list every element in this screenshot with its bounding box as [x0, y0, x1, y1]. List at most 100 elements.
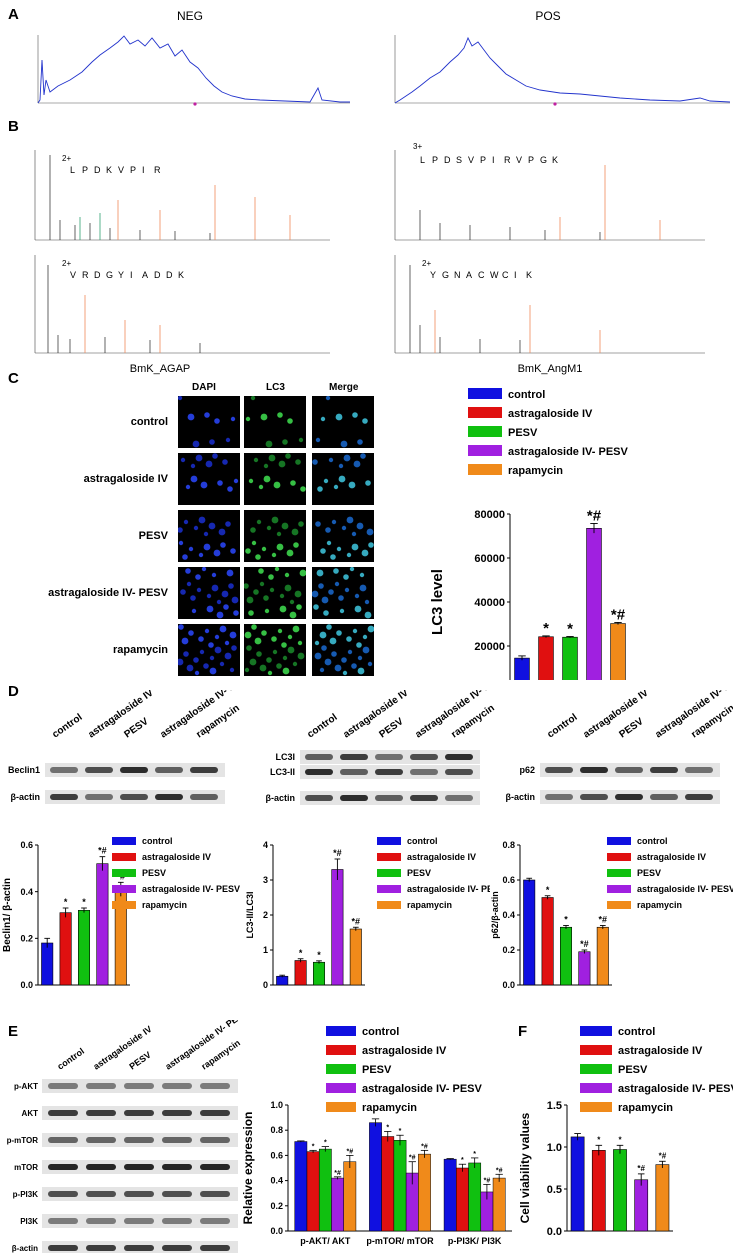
legend-swatch — [580, 1083, 612, 1093]
sequence-residue: V — [468, 155, 474, 165]
blot-band — [200, 1083, 230, 1089]
y-tick-label: 0.8 — [502, 840, 515, 850]
significance-label: *# — [409, 1155, 416, 1162]
sequence-residue: D — [154, 270, 161, 280]
bar — [343, 1161, 357, 1232]
sequence-residue: N — [454, 270, 461, 280]
bar — [77, 910, 91, 986]
sequence-residue: I — [492, 155, 495, 165]
blot-band — [162, 1245, 192, 1251]
blot-band — [86, 1164, 116, 1170]
legend-label: control — [637, 836, 668, 846]
legend-swatch — [580, 1026, 612, 1036]
sequence-residue: D — [94, 165, 101, 175]
significance-label: * — [324, 1140, 327, 1147]
legend-swatch — [607, 901, 631, 909]
significance-label: *# — [496, 1167, 503, 1174]
chart-e-relative-expression: control astragaloside IV PESV astragaloside… — [241, 1026, 512, 1246]
significance-label: *# — [637, 1164, 645, 1173]
blot-band — [86, 1110, 116, 1116]
legend-label: astragaloside IV- PESV — [362, 1083, 482, 1095]
blot-band — [580, 794, 608, 800]
blot-band — [340, 795, 368, 801]
significance-label: * — [82, 897, 86, 907]
blot-band — [85, 767, 113, 773]
significance-label: * — [543, 620, 549, 637]
sequence-residue: A — [466, 270, 472, 280]
significance-label: *# — [98, 846, 107, 856]
y-tick-label: 0.0 — [270, 1226, 283, 1236]
legend-label: PESV — [407, 868, 431, 878]
bar — [541, 897, 554, 986]
bar — [578, 951, 591, 986]
y-tick-label: 2 — [263, 910, 268, 920]
micrograph — [244, 396, 306, 448]
sequence-residue: S — [456, 155, 462, 165]
panel-letter-a: A — [8, 6, 19, 23]
sequence-residue: C — [502, 270, 509, 280]
spectrum-1-charge: 2+ — [62, 154, 71, 163]
y-tick-label: 0.4 — [20, 887, 33, 897]
micrograph — [178, 453, 240, 505]
bar — [331, 1177, 344, 1232]
significance-label: *# — [333, 848, 342, 858]
row-label: rapamycin — [112, 644, 168, 656]
sequence-residue: K — [526, 270, 532, 280]
blot-band — [124, 1110, 154, 1116]
blot-band — [48, 1245, 78, 1251]
y-axis-label: LC3 level — [429, 569, 446, 635]
blot-band — [545, 767, 573, 773]
sequence-residue: V — [516, 155, 522, 165]
sequence-residue: P — [130, 165, 136, 175]
bar — [562, 636, 578, 680]
sequence-residue: C — [478, 270, 485, 280]
legend-label: astragaloside IV — [618, 1045, 703, 1057]
y-tick-label: 0.2 — [20, 933, 33, 943]
bar — [381, 1136, 395, 1232]
blot-band — [445, 795, 473, 801]
sequence-residue: K — [178, 270, 184, 280]
legend-label: rapamycin — [637, 900, 682, 910]
bar — [312, 961, 326, 986]
bar — [634, 1179, 649, 1232]
blot-row-label: LC3I — [275, 752, 295, 762]
panel-letter-e: E — [8, 1023, 19, 1040]
legend-label: rapamycin — [508, 465, 563, 477]
caption-bmk-angm1: BmK_AngM1 — [518, 363, 583, 375]
legend-label: astragaloside IV- PESV — [637, 884, 733, 894]
sequence-residue: Y — [430, 270, 436, 280]
significance-label: *# — [421, 1143, 428, 1150]
pos-title: POS — [535, 9, 560, 23]
bar — [276, 975, 289, 986]
significance-label: *# — [587, 507, 602, 524]
y-tick-label: 0.4 — [502, 910, 515, 920]
row-label: PESV — [138, 530, 168, 542]
y-tick-label: 0.8 — [270, 1125, 283, 1135]
y-tick-label: 20000 — [474, 641, 505, 653]
significance-label: *# — [352, 916, 361, 926]
bar — [456, 1167, 469, 1232]
neg-trace — [37, 35, 350, 104]
legend-swatch — [326, 1026, 356, 1036]
blot-band — [305, 795, 333, 801]
legend-swatch — [580, 1045, 612, 1055]
legend-label: astragaloside IV — [637, 852, 706, 862]
panel-letter-c: C — [8, 370, 19, 387]
legend-swatch — [580, 1064, 612, 1074]
blot-band — [48, 1191, 78, 1197]
blot-row-label: AKT — [22, 1109, 39, 1118]
blot-band — [48, 1218, 78, 1224]
bar — [41, 942, 54, 986]
legend-label: PESV — [362, 1064, 392, 1076]
blot-band — [124, 1245, 154, 1251]
sequence-residue: D — [94, 270, 101, 280]
micrograph — [178, 567, 240, 619]
blot-row-label: p-mTOR — [7, 1136, 39, 1145]
significance-label: * — [299, 948, 303, 958]
legend-swatch — [112, 901, 136, 909]
chart-c-lc3-level: control astragaloside IV PESV astragaloside… — [429, 388, 628, 680]
bar — [570, 1136, 585, 1232]
sequence-residue: G — [540, 155, 547, 165]
legend-label: PESV — [508, 427, 538, 439]
